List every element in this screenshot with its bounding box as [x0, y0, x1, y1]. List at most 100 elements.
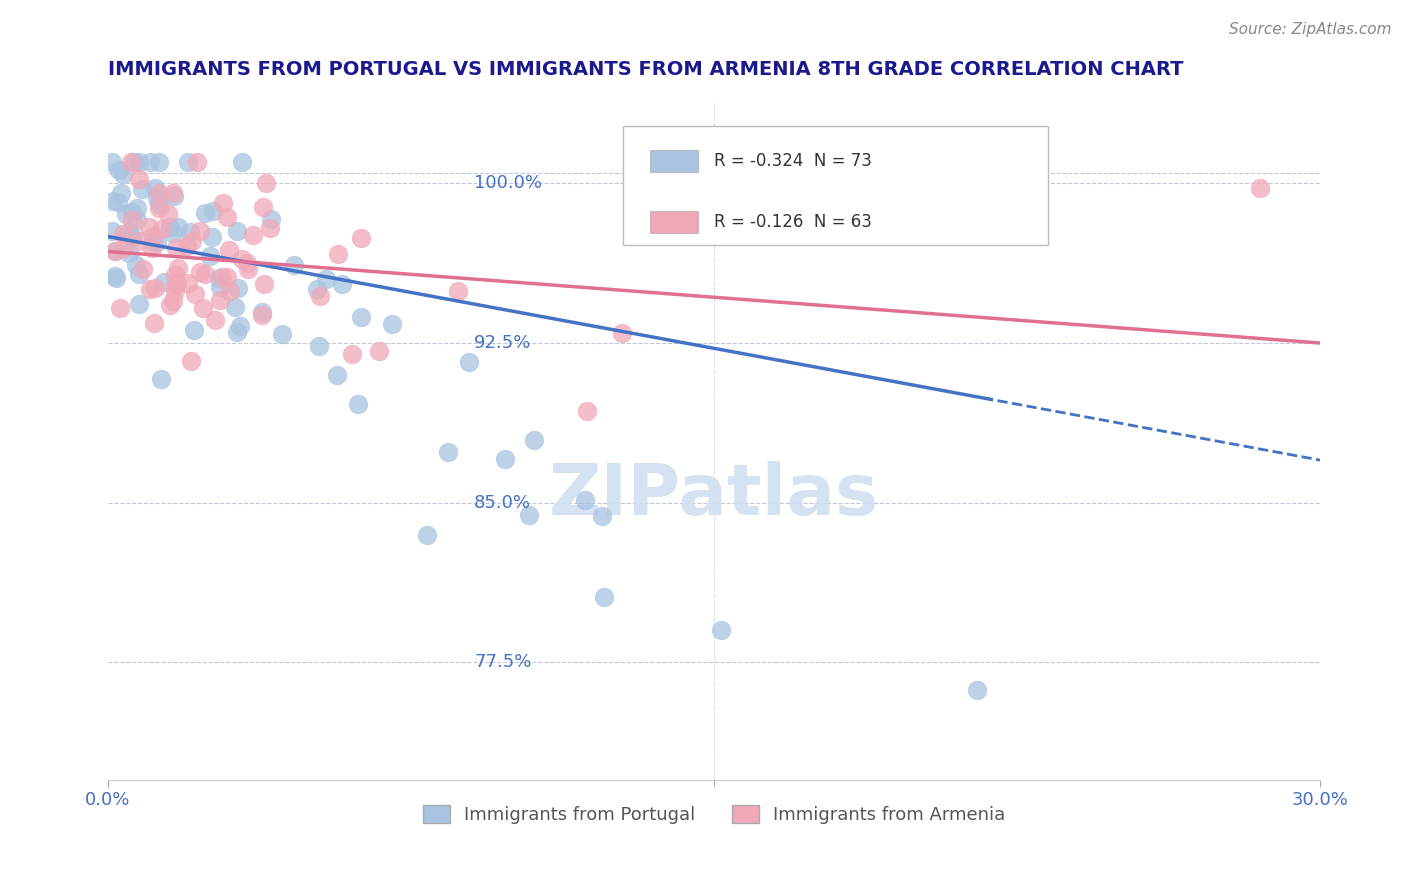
Point [125, 258, 148, 272]
Point [231, 155, 253, 169]
Point [457, 354, 479, 368]
Point [183, 286, 205, 301]
Point [208, 293, 231, 307]
Point [208, 271, 231, 285]
Point [966, 683, 988, 698]
Point [349, 230, 371, 244]
Point [128, 172, 150, 186]
Point [167, 261, 190, 276]
Point [176, 239, 198, 253]
Point [326, 368, 349, 382]
Point [309, 289, 332, 303]
Legend: Immigrants from Portugal, Immigrants from Armenia: Immigrants from Portugal, Immigrants fro… [416, 797, 1012, 831]
Text: 92.5%: 92.5% [474, 334, 531, 352]
Point [148, 155, 170, 169]
Point [103, 244, 125, 258]
Point [224, 300, 246, 314]
Point [494, 451, 516, 466]
Point [250, 304, 273, 318]
Point [710, 623, 733, 637]
Bar [650, 151, 699, 172]
Point [208, 280, 231, 294]
Point [436, 445, 458, 459]
Point [177, 276, 200, 290]
Point [250, 308, 273, 322]
Point [177, 155, 200, 169]
Point [148, 186, 170, 200]
Point [118, 225, 141, 239]
Point [215, 210, 238, 224]
Point [166, 219, 188, 234]
Text: 100.0%: 100.0% [474, 174, 543, 193]
Point [188, 265, 211, 279]
Point [198, 248, 221, 262]
Text: 85.0%: 85.0% [474, 494, 531, 512]
Point [141, 241, 163, 255]
Point [143, 316, 166, 330]
Point [107, 194, 129, 209]
Point [193, 301, 215, 316]
Point [252, 200, 274, 214]
Point [350, 310, 373, 324]
Point [368, 343, 391, 358]
Point [101, 194, 124, 208]
Point [149, 372, 172, 386]
Text: R = -0.324  N = 73: R = -0.324 N = 73 [714, 153, 872, 170]
Text: R = -0.126  N = 63: R = -0.126 N = 63 [714, 213, 872, 231]
Point [143, 180, 166, 194]
Point [124, 155, 146, 169]
Point [162, 226, 184, 240]
Point [259, 221, 281, 235]
Point [1249, 180, 1271, 194]
Point [260, 212, 283, 227]
Point [146, 235, 169, 249]
Point [253, 277, 276, 292]
Point [575, 404, 598, 418]
Point [194, 267, 217, 281]
Point [111, 167, 134, 181]
Text: Source: ZipAtlas.com: Source: ZipAtlas.com [1229, 22, 1392, 37]
Point [162, 294, 184, 309]
Point [242, 227, 264, 242]
Point [183, 323, 205, 337]
Text: 77.5%: 77.5% [474, 654, 531, 672]
Point [132, 262, 155, 277]
Point [163, 189, 186, 203]
Point [211, 269, 233, 284]
Point [148, 197, 170, 211]
Point [165, 284, 187, 298]
Point [517, 508, 540, 522]
Point [104, 269, 127, 284]
Point [128, 297, 150, 311]
Point [165, 268, 187, 282]
Point [120, 155, 142, 169]
Point [131, 182, 153, 196]
Point [162, 186, 184, 201]
Point [315, 271, 337, 285]
Point [381, 317, 404, 331]
Point [157, 207, 180, 221]
Point [128, 234, 150, 248]
Point [121, 205, 143, 219]
Point [125, 201, 148, 215]
Point [283, 258, 305, 272]
Point [159, 220, 181, 235]
Point [231, 252, 253, 267]
Point [108, 301, 131, 315]
Point [308, 339, 330, 353]
Point [212, 195, 235, 210]
Point [271, 326, 294, 341]
Point [166, 276, 188, 290]
Point [610, 326, 633, 340]
Point [105, 271, 128, 285]
Point [186, 155, 208, 169]
Point [152, 275, 174, 289]
Point [215, 270, 238, 285]
Point [591, 508, 613, 523]
Point [152, 222, 174, 236]
Point [202, 204, 225, 219]
Point [523, 433, 546, 447]
Point [340, 347, 363, 361]
Point [112, 241, 135, 255]
Point [125, 213, 148, 227]
